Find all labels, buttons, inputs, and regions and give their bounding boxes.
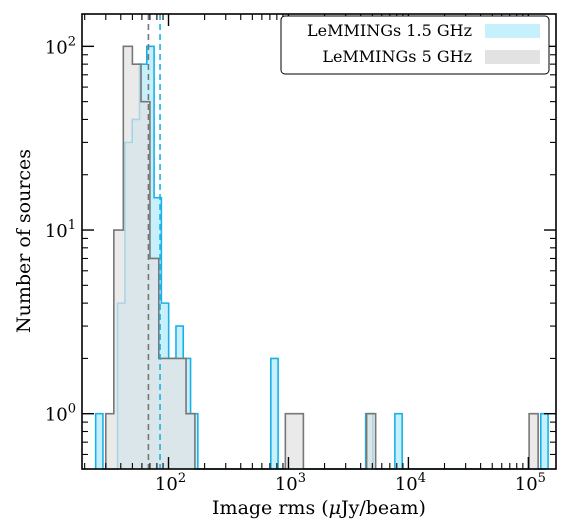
median-lines	[147, 14, 161, 469]
series-layer	[94, 45, 549, 470]
histogram-bar	[149, 258, 159, 469]
legend-box	[280, 15, 550, 75]
x-tick-label: 103	[275, 471, 306, 495]
histogram-bar	[270, 358, 279, 469]
histogram-bar	[177, 358, 187, 469]
x-tick-label: 105	[515, 471, 546, 495]
legend-swatch-1-5ghz	[485, 24, 540, 38]
legend-label-5ghz: LeMMINGs 5 GHz	[322, 47, 472, 66]
histogram-bar	[95, 413, 103, 469]
histogram-bar	[123, 46, 133, 470]
y-tick-label: 102	[45, 34, 76, 58]
y-axis-title: Number of sources	[13, 149, 35, 333]
histogram-bar	[540, 413, 549, 469]
histogram-bar	[167, 358, 178, 469]
series-5ghz	[104, 45, 548, 470]
y-tick-label: 100	[45, 402, 76, 426]
histogram-bar	[285, 413, 295, 469]
y-tick-label: 101	[45, 218, 76, 242]
legend-label-1-5ghz: LeMMINGs 1.5 GHz	[307, 21, 472, 40]
histogram-bar	[158, 358, 168, 469]
tick-labels: 102 103 104 105 100 101 102	[45, 34, 546, 495]
legend: LeMMINGs 1.5 GHz LeMMINGs 5 GHz	[280, 15, 550, 75]
histogram-bar	[294, 413, 304, 469]
histogram-bar	[105, 413, 114, 469]
x-axis-title: Image rms (μJy/beam)	[212, 497, 426, 519]
histogram-bar	[113, 230, 124, 469]
histogram-bar	[529, 413, 539, 469]
plot-frame	[81, 13, 557, 470]
x-tick-label: 104	[395, 471, 426, 495]
histogram-bar	[186, 413, 195, 469]
histogram-bar	[132, 64, 142, 469]
x-tick-label: 102	[155, 471, 186, 495]
histogram-bar	[366, 413, 376, 469]
histogram-bar	[394, 413, 403, 469]
histogram-bar	[141, 101, 150, 469]
legend-swatch-5ghz	[485, 50, 540, 64]
